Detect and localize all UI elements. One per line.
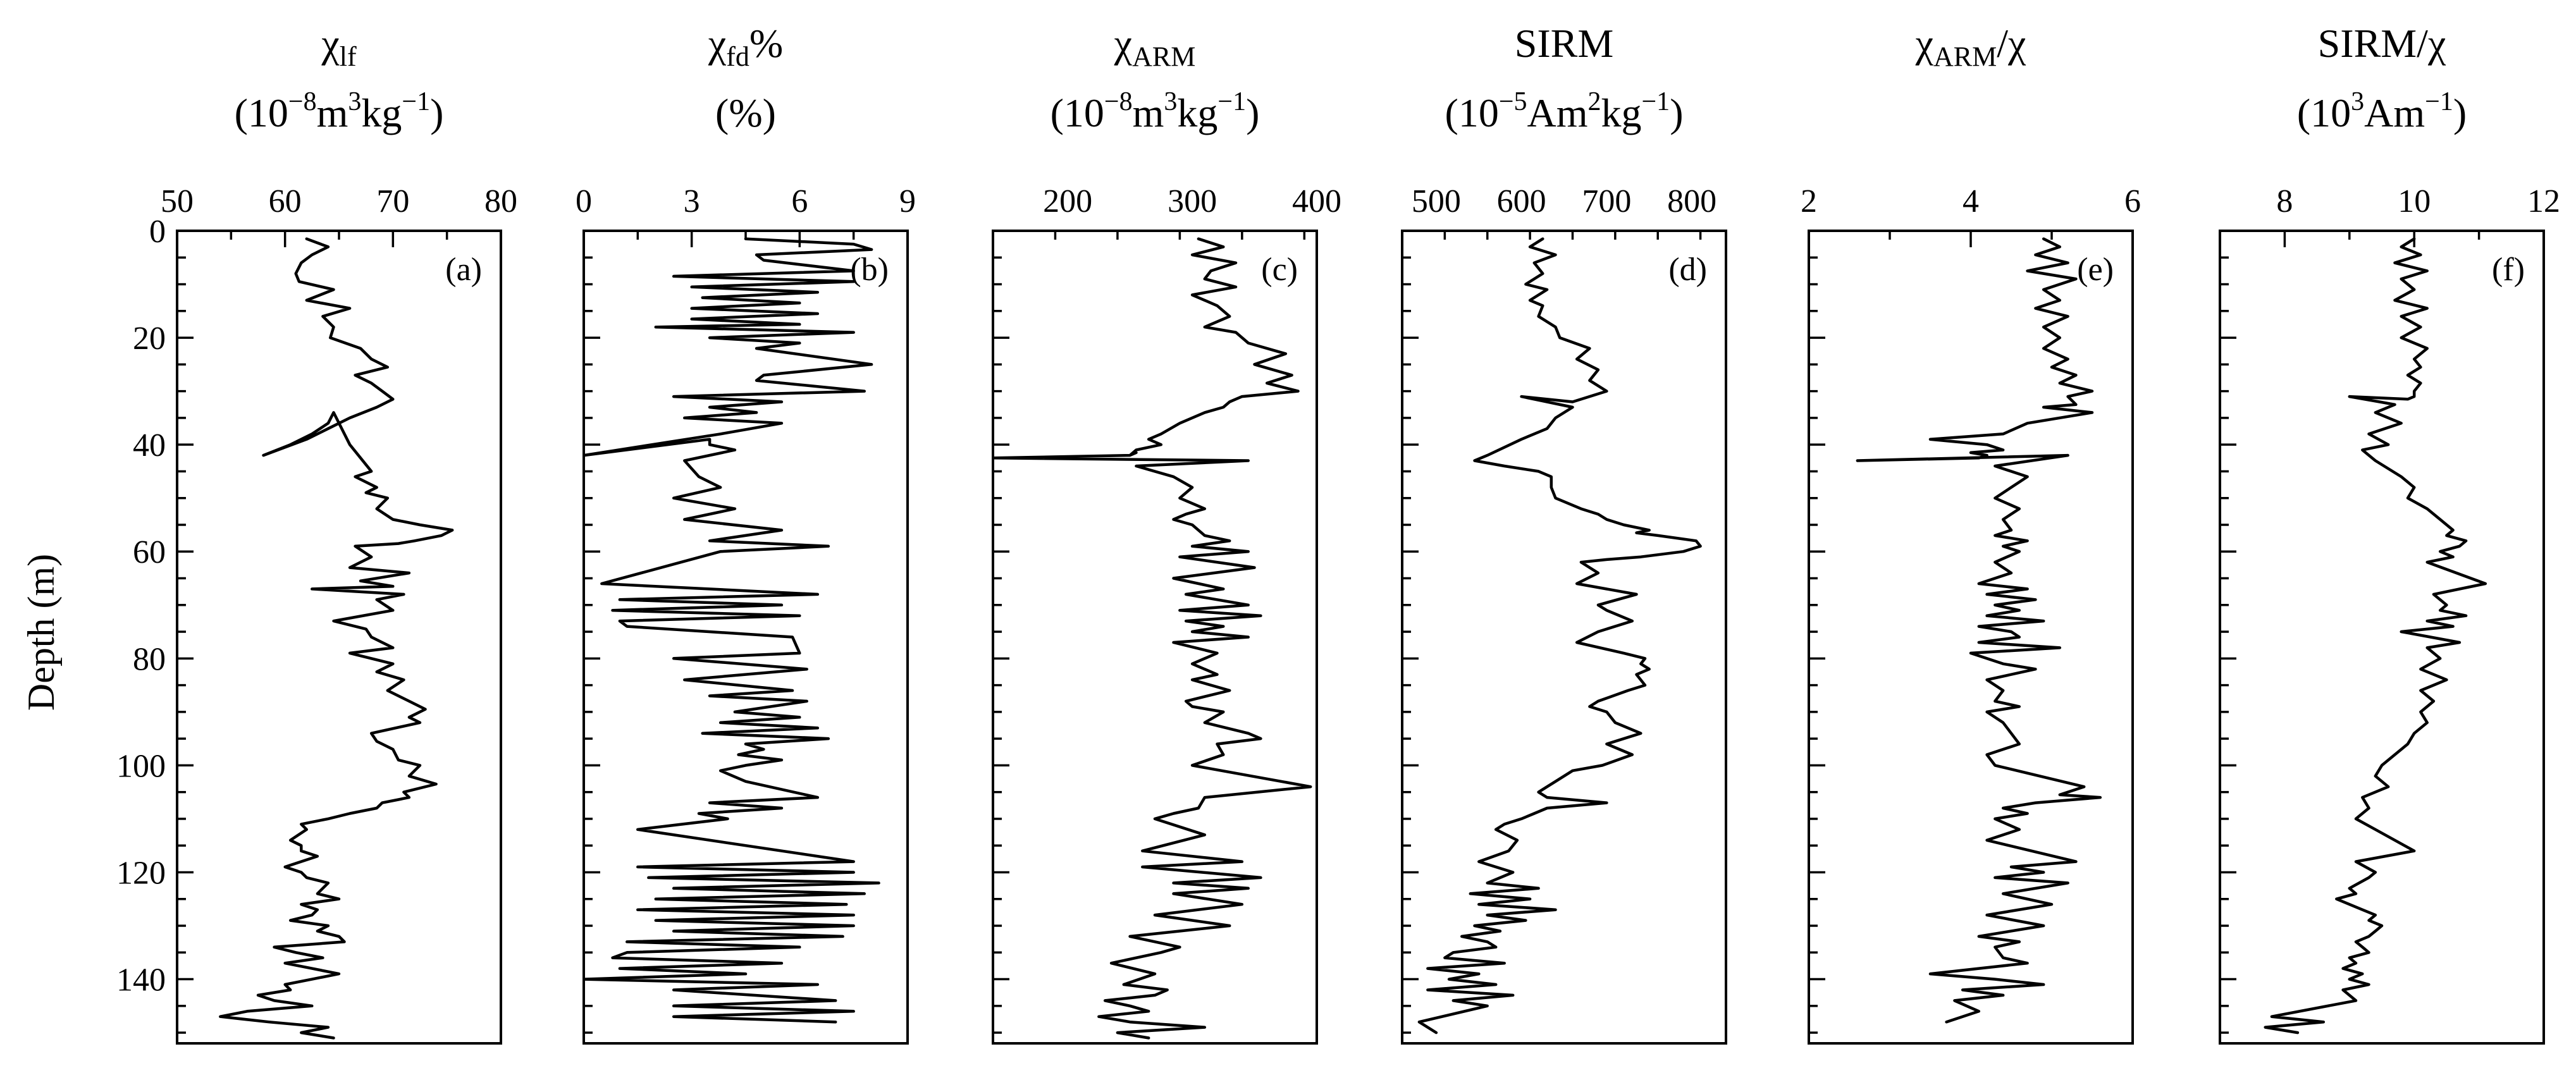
panel-unit: (%) [715, 90, 776, 135]
x-tick-label: 6 [791, 183, 808, 219]
panel-title: χARM [1114, 21, 1196, 72]
plot-frame [1808, 230, 2134, 1045]
y-tick-label: 0 [149, 214, 166, 250]
x-tick-label: 8 [2276, 183, 2293, 219]
x-tick-label: 80 [484, 183, 517, 219]
data-line [993, 237, 1312, 1040]
panel-title: χlf [321, 21, 357, 72]
x-tick-label: 4 [1963, 183, 1979, 219]
panel-label: (d) [1668, 252, 1707, 288]
data-line [2264, 237, 2487, 1034]
y-axis-label: Depth (m) [20, 554, 62, 711]
panel-unit: (103Am−1) [2297, 87, 2467, 135]
panel-title: SIRM/χ [2318, 21, 2446, 66]
x-tick-label: 300 [1168, 183, 1217, 219]
panel-a: 50 60 70 80 0 20 40 60 80 100 120 140 χlf (10−8m3kg−1… [116, 21, 517, 1045]
data-line [584, 237, 880, 1024]
panel-label: (e) [2077, 252, 2114, 288]
x-tick-label: 10 [2398, 183, 2431, 219]
y-tick-label: 40 [133, 427, 166, 463]
panel-unit: (10−8m3kg−1) [235, 87, 444, 135]
plot-frame [176, 230, 502, 1045]
plot-frame [992, 230, 1318, 1045]
data-line [1856, 237, 2102, 1024]
x-tick-label: 70 [376, 183, 409, 219]
x-tick-label: 500 [1412, 183, 1461, 219]
y-tick-label: 60 [133, 534, 166, 570]
panel-e: 2 4 6 χARM/χ (e) [1801, 21, 2141, 1045]
panel-label: (a) [445, 252, 482, 288]
panel-label: (f) [2492, 252, 2525, 288]
y-tick-label: 140 [116, 962, 166, 998]
x-tick-label: 3 [684, 183, 700, 219]
x-tick-label: 0 [576, 183, 592, 219]
x-tick-label: 9 [899, 183, 916, 219]
x-tick-label: 700 [1582, 183, 1631, 219]
y-tick-label: 120 [116, 855, 166, 891]
y-tick-label: 80 [133, 641, 166, 677]
panel-title: SIRM [1515, 21, 1614, 66]
panel-b: 0 3 6 9 χfd% (%) (b) [576, 21, 916, 1045]
x-tick-label: 50 [161, 183, 194, 219]
x-tick-label: 6 [2124, 183, 2141, 219]
y-tick-label: 100 [116, 748, 166, 784]
x-tick-label: 400 [1292, 183, 1341, 219]
x-tick-label: 200 [1043, 183, 1092, 219]
panel-title: χfd% [708, 21, 783, 72]
x-tick-label: 2 [1801, 183, 1817, 219]
panel-d: 500 600 700 800 SIRM (10−5Am2kg−1) (d) [1401, 21, 1727, 1045]
panel-unit: (10−8m3kg−1) [1051, 87, 1260, 135]
panel-c: 200 300 400 χARM (10−8m3kg−1) (c) [992, 21, 1341, 1045]
plot-frame [2219, 230, 2545, 1045]
x-tick-label: 600 [1497, 183, 1546, 219]
panel-label: (b) [850, 252, 889, 288]
panel-title: χARM/χ [1915, 21, 2026, 72]
panel-label: (c) [1261, 252, 1298, 288]
x-tick-label: 12 [2527, 183, 2560, 219]
y-tick-label: 20 [133, 321, 166, 357]
data-line [219, 237, 454, 1040]
panel-unit: (10−5Am2kg−1) [1445, 87, 1684, 135]
x-tick-label: 60 [269, 183, 302, 219]
data-line [1417, 237, 1702, 1034]
panel-f: 8 10 12 SIRM/χ (103Am−1) (f) [2219, 21, 2560, 1045]
plot-frame [1401, 230, 1727, 1045]
x-tick-label: 800 [1667, 183, 1716, 219]
